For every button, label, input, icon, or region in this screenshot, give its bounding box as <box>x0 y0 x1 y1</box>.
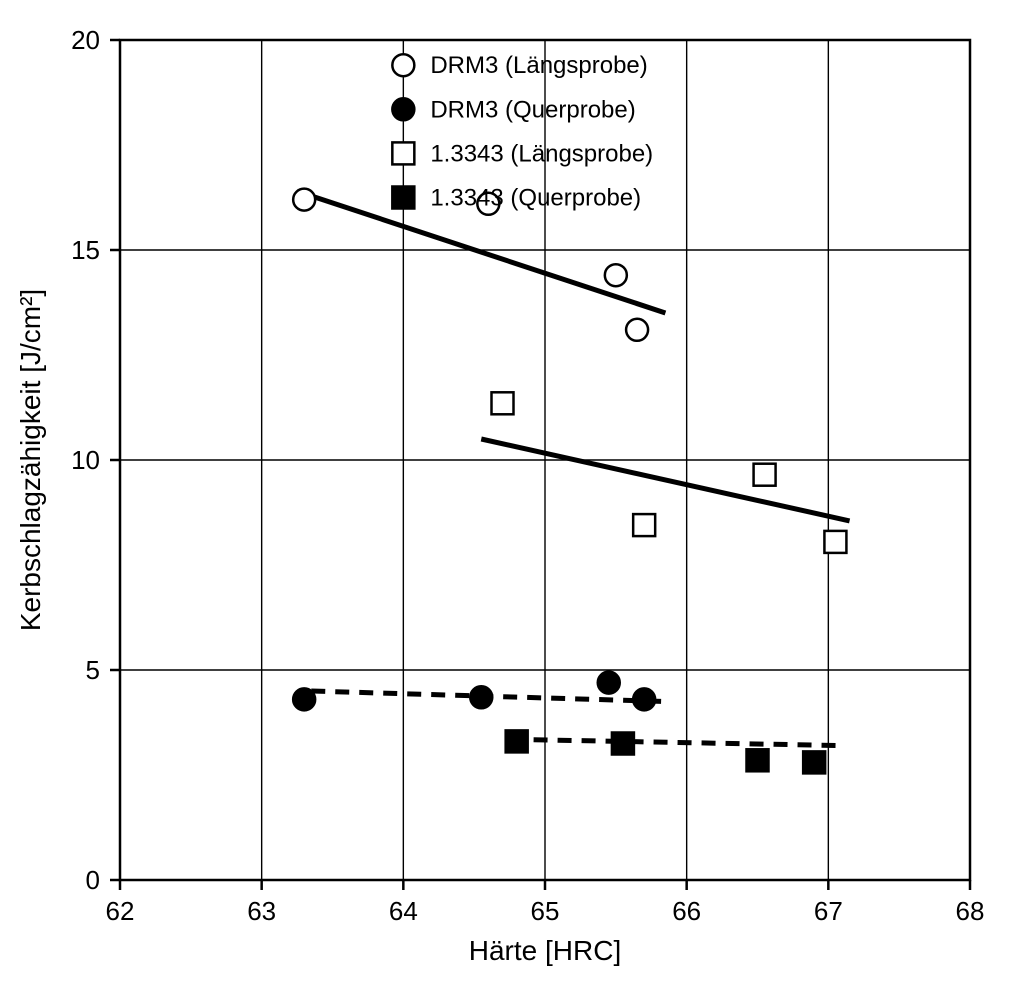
marker-drm3-quer <box>598 672 620 694</box>
y-tick-label: 0 <box>86 865 100 895</box>
x-tick-label: 65 <box>531 896 560 926</box>
marker-drm3-laengs <box>605 264 627 286</box>
legend-marker-m1-3343-quer <box>392 187 414 209</box>
x-tick-label: 67 <box>814 896 843 926</box>
marker-drm3-quer <box>633 688 655 710</box>
x-tick-label: 62 <box>106 896 135 926</box>
legend-label-m1-3343-quer: 1.3343 (Querprobe) <box>430 185 641 212</box>
x-tick-label: 63 <box>247 896 276 926</box>
marker-m1-3343-quer <box>803 751 825 773</box>
legend-label-drm3-laengs: DRM3 (Längsprobe) <box>430 52 647 79</box>
marker-m1-3343-quer <box>747 749 769 771</box>
y-tick-label: 5 <box>86 655 100 685</box>
x-axis-label: Härte [HRC] <box>469 935 621 966</box>
legend-label-m1-3343-laengs: 1.3343 (Längsprobe) <box>430 140 653 167</box>
marker-drm3-laengs <box>293 189 315 211</box>
marker-m1-3343-laengs <box>824 531 846 553</box>
marker-drm3-quer <box>293 688 315 710</box>
legend-marker-drm3-quer <box>392 98 414 120</box>
y-tick-label: 20 <box>71 25 100 55</box>
x-tick-label: 64 <box>389 896 418 926</box>
marker-m1-3343-laengs <box>754 464 776 486</box>
legend-marker-drm3-laengs <box>392 54 414 76</box>
y-axis-label: Kerbschlagzähigkeit [J/cm²] <box>15 289 46 631</box>
marker-m1-3343-quer <box>612 733 634 755</box>
marker-drm3-quer <box>470 686 492 708</box>
marker-m1-3343-laengs <box>492 392 514 414</box>
scatter-chart: 62 63 64 65 66 67 68 0 5 10 15 20 Härte [HRC] Kerbsch… <box>0 0 1024 1000</box>
marker-m1-3343-quer <box>506 730 528 752</box>
legend-marker-m1-3343-laengs <box>392 142 414 164</box>
x-tick-label: 66 <box>672 896 701 926</box>
x-tick-label: 68 <box>956 896 985 926</box>
marker-m1-3343-laengs <box>633 514 655 536</box>
chart-container: 62 63 64 65 66 67 68 0 5 10 15 20 Härte [HRC] Kerbsch… <box>0 0 1024 1000</box>
marker-drm3-laengs <box>626 319 648 341</box>
legend-label-drm3-quer: DRM3 (Querprobe) <box>430 96 635 123</box>
y-tick-label: 10 <box>71 445 100 475</box>
y-tick-label: 15 <box>71 235 100 265</box>
